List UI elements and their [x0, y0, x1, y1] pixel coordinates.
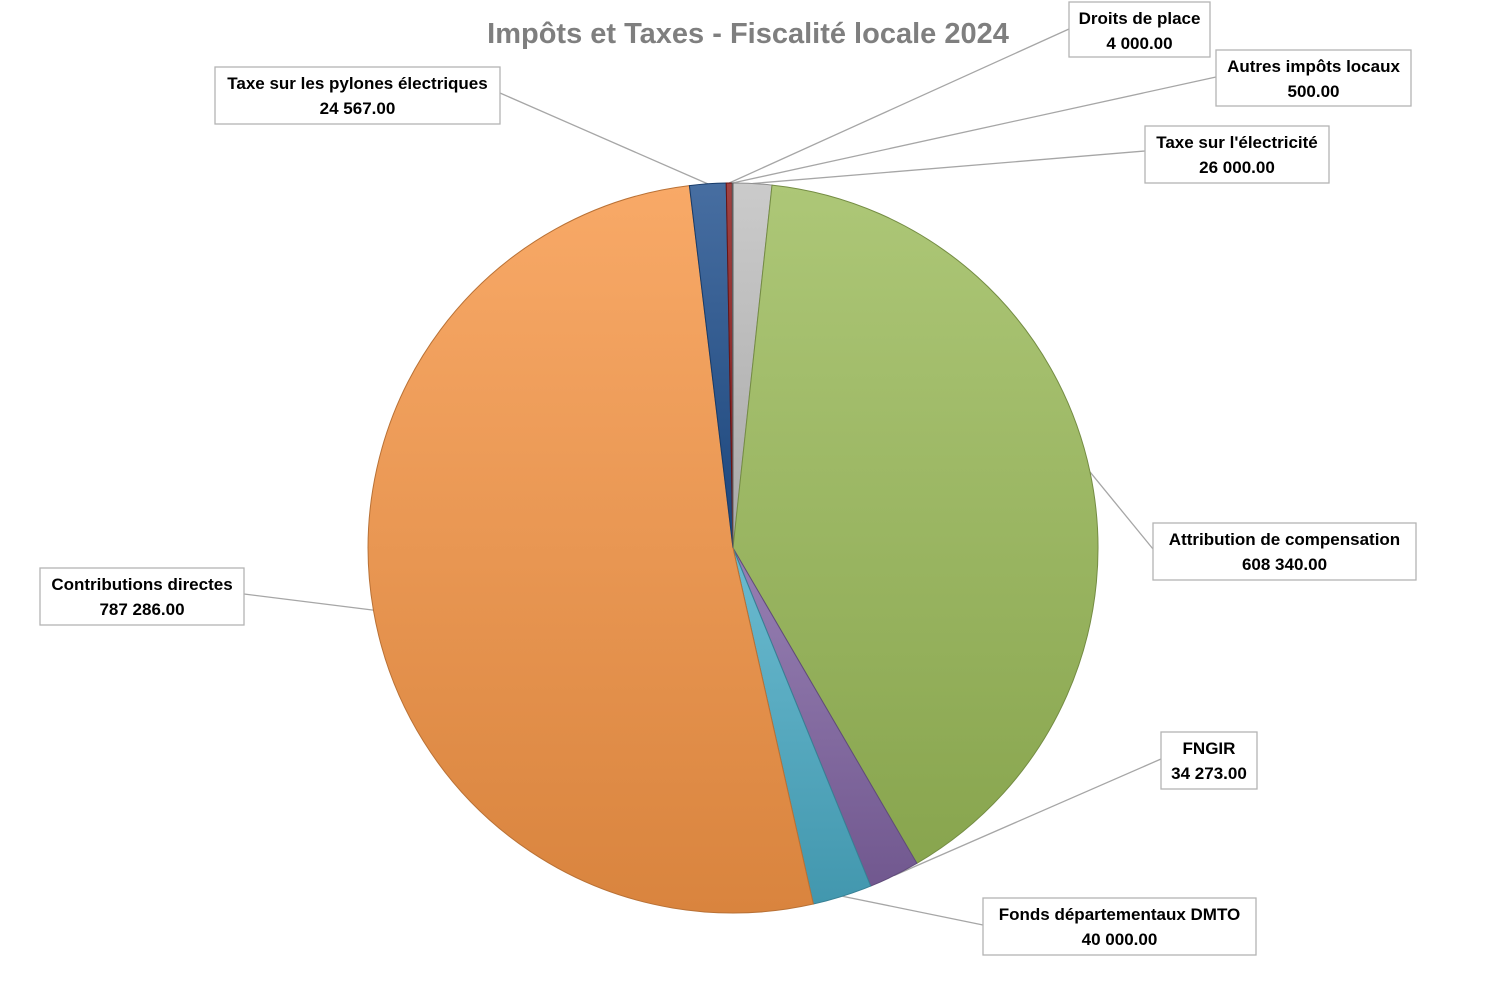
- data-label-name: Contributions directes: [51, 575, 232, 594]
- leader-line: [842, 895, 984, 926]
- data-label: Droits de place 4 000.00: [1068, 1, 1211, 58]
- data-label-name: Taxe sur les pylones électriques: [227, 74, 487, 93]
- leader-line: [893, 758, 1162, 877]
- data-label-box: [982, 897, 1257, 956]
- leader-lines: [243, 28, 1217, 926]
- data-label-value: 787 286.00: [99, 600, 184, 619]
- data-label-box: [214, 66, 501, 125]
- data-label-value: 500.00: [1288, 82, 1340, 101]
- leader-line: [728, 28, 1070, 184]
- leader-line: [243, 593, 374, 611]
- data-label: FNGIR 34 273.00: [1160, 731, 1258, 790]
- data-label-box: [1068, 1, 1211, 58]
- data-label-box: [1160, 731, 1258, 790]
- pie-slices: [367, 182, 1099, 914]
- leader-line: [732, 76, 1217, 184]
- data-label-value: 34 273.00: [1171, 764, 1247, 783]
- data-label-box: [1144, 125, 1330, 184]
- data-label: Fonds départementaux DMTO 40 000.00: [982, 897, 1257, 956]
- data-label: Autres impôts locaux 500.00: [1215, 49, 1412, 107]
- data-label-name: Droits de place: [1079, 9, 1201, 28]
- data-label-value: 24 567.00: [320, 99, 396, 118]
- data-labels: Taxe sur l'électricité 26 000.00 Attributi…: [39, 1, 1417, 956]
- data-label: Taxe sur l'électricité 26 000.00: [1144, 125, 1330, 184]
- data-label-value: 26 000.00: [1199, 158, 1275, 177]
- data-label-name: FNGIR: [1183, 739, 1236, 758]
- leader-line: [499, 92, 709, 185]
- data-label-box: [1152, 522, 1417, 581]
- data-label-value: 608 340.00: [1242, 555, 1327, 574]
- data-label: Contributions directes 787 286.00: [39, 567, 245, 626]
- data-label-value: 4 000.00: [1106, 34, 1172, 53]
- data-label-name: Fonds départementaux DMTO: [999, 905, 1241, 924]
- data-label-name: Taxe sur l'électricité: [1156, 133, 1318, 152]
- data-label-value: 40 000.00: [1082, 930, 1158, 949]
- data-label: Attribution de compensation 608 340.00: [1152, 522, 1417, 581]
- chart-title: Impôts et Taxes - Fiscalité locale 2024: [487, 18, 1009, 50]
- data-label-box: [1215, 49, 1412, 107]
- leader-line: [1089, 471, 1154, 550]
- pie-slice: [731, 182, 734, 549]
- pie-slice: [367, 185, 814, 914]
- data-label-name: Autres impôts locaux: [1227, 57, 1400, 76]
- pie-slice: [732, 184, 1099, 864]
- leader-line: [752, 150, 1146, 185]
- data-label-name: Attribution de compensation: [1169, 530, 1400, 549]
- data-label: Taxe sur les pylones électriques 24 567.0…: [214, 66, 501, 125]
- data-label-box: [39, 567, 245, 626]
